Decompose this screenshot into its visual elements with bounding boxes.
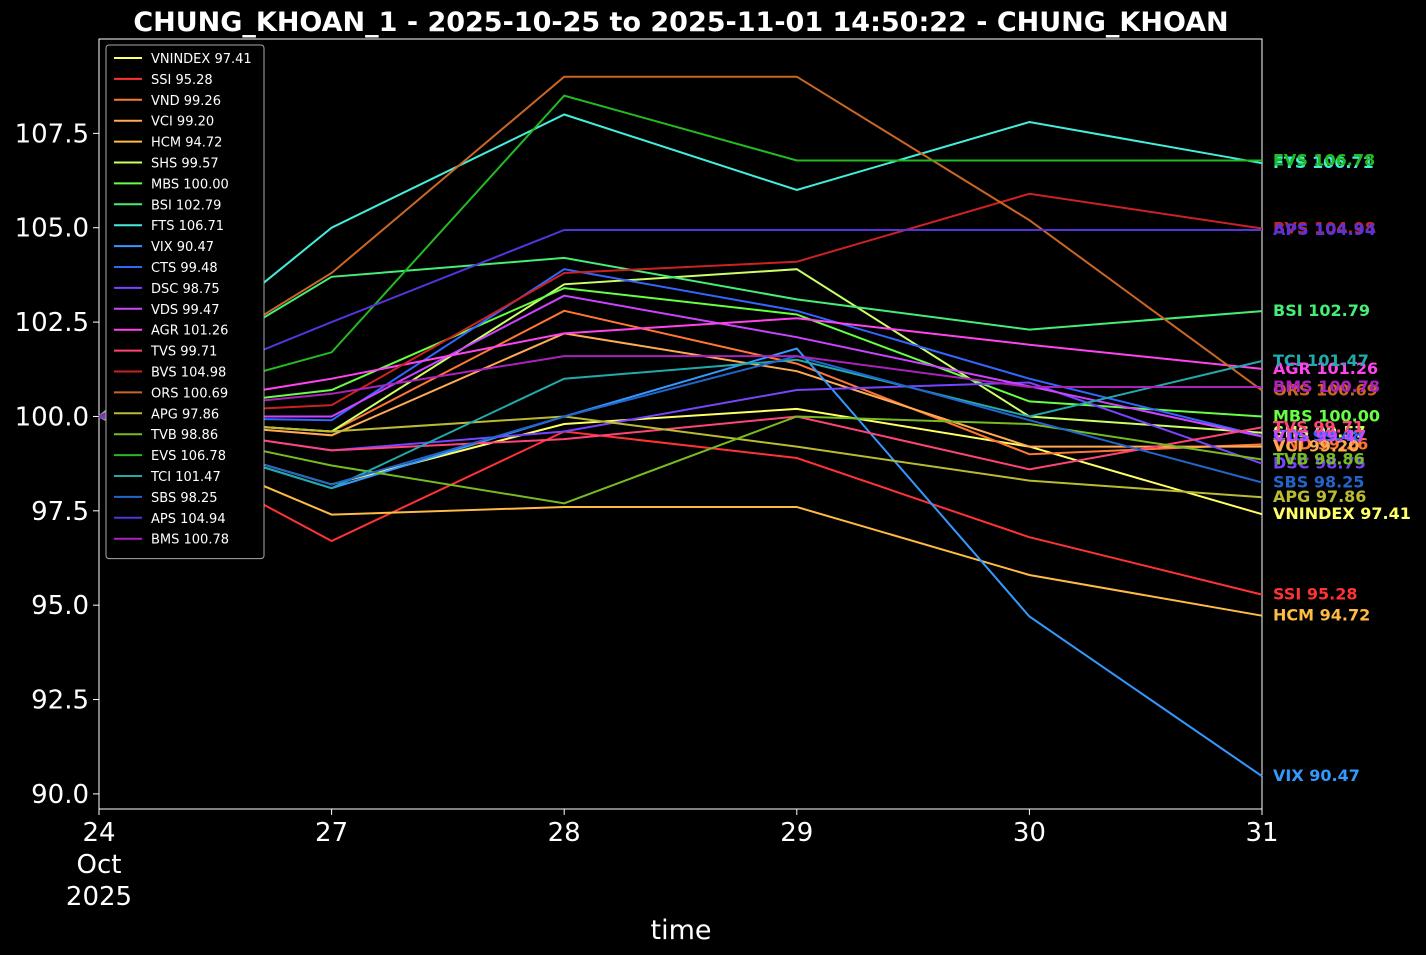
x-tick-label: 29 <box>780 818 813 848</box>
x-axis-label: time <box>650 915 711 946</box>
series-line <box>98 287 1263 418</box>
y-tick-label: 95.0 <box>31 591 89 621</box>
series-end-label: VDS 99.47 <box>1273 426 1366 445</box>
series-line <box>98 229 1262 418</box>
x-tick-label: 31 <box>1245 818 1278 848</box>
series-end-label: APG 97.86 <box>1273 487 1366 506</box>
legend-entry: BMS 100.78 <box>151 533 229 548</box>
series-end-label: MBS 100.00 <box>1273 406 1380 425</box>
series-end-label: BVS 104.98 <box>1273 218 1376 237</box>
y-axis: 90.0 92.5 95.0 97.5 100.0 102.5 105.0 107.5 <box>15 119 99 810</box>
legend-entry: APS 104.94 <box>151 512 226 527</box>
series-line <box>98 317 1263 418</box>
series-end-label: BSI 102.79 <box>1273 301 1370 320</box>
legend-entry: AGR 101.26 <box>151 324 228 339</box>
legend-entry: TVB 98.86 <box>150 428 218 443</box>
legend-entry: SHS 99.57 <box>151 157 219 172</box>
series-end-label: DSC 98.75 <box>1273 454 1366 473</box>
series-line <box>98 113 1263 418</box>
series-end-label: HCM 94.72 <box>1273 606 1370 625</box>
y-tick-label: 92.5 <box>31 686 89 716</box>
legend-box <box>105 44 265 560</box>
legend-entry: APG 97.86 <box>151 407 219 422</box>
legend-entry: SSI 95.28 <box>151 73 213 88</box>
series-end-label: CTS 99.48 <box>1273 426 1363 445</box>
series-end-label: TCI 101.47 <box>1273 351 1369 370</box>
series-end-label: VIX 90.47 <box>1273 766 1360 785</box>
series-line <box>98 94 1262 418</box>
legend-entry: ORS 100.69 <box>151 386 228 401</box>
y-tick-label: 100.0 <box>15 402 89 432</box>
legend-entry: BVS 104.98 <box>151 366 226 381</box>
series-line <box>99 294 1263 438</box>
series-end-label: VNINDEX 97.41 <box>1273 504 1411 523</box>
series-end-label: EVS 106.78 <box>1273 151 1375 170</box>
series-end-label: SSI 95.28 <box>1273 585 1357 604</box>
x-tick-label: 28 <box>548 818 581 848</box>
series-end-label: ORS 100.69 <box>1273 380 1378 399</box>
series-end-label: TVB 98.86 <box>1273 449 1365 468</box>
series-line <box>98 268 1263 438</box>
series-line <box>98 415 1263 617</box>
series-end-label: VCI 99.20 <box>1273 437 1359 456</box>
series-line <box>98 415 1263 499</box>
legend: VNINDEX 97.41 SSI 95.28 VND 99.26 VCI 99.20… <box>105 44 265 560</box>
legend-entry: BSI 102.79 <box>151 198 221 213</box>
series-end-label: SHS 99.57 <box>1273 423 1366 442</box>
series-end-label: AGR 101.26 <box>1273 359 1378 378</box>
series-line <box>98 256 1263 418</box>
legend-entry: CTS 99.48 <box>151 261 218 276</box>
series-line <box>98 355 1262 418</box>
series-end-label: TVS 99.71 <box>1273 417 1364 436</box>
plot-frame <box>98 38 1263 810</box>
plot-area <box>98 38 1263 810</box>
x-axis: 24 Oct 2025 27 28 29 30 31 <box>66 809 1279 912</box>
y-tick-label: 90.0 <box>31 780 89 810</box>
series-line <box>98 415 1263 471</box>
series-lines <box>98 75 1263 778</box>
series-end-label: APS 104.94 <box>1273 220 1376 239</box>
legend-entry: HCM 94.72 <box>151 136 222 151</box>
legend-entry: VCI 99.20 <box>151 115 214 130</box>
series-line <box>98 415 1263 596</box>
legend-entry: SBS 98.25 <box>151 491 218 506</box>
series-line <box>98 358 1263 490</box>
legend-entry: FTS 106.71 <box>151 219 224 234</box>
legend-entry: EVS 106.78 <box>151 449 226 464</box>
series-line <box>98 332 1262 448</box>
series-end-label: FTS 106.71 <box>1273 153 1374 172</box>
y-tick-label: 97.5 <box>31 497 89 527</box>
series-line <box>98 192 1263 418</box>
x-tick-label: 24 Oct 2025 <box>66 818 132 912</box>
legend-entry: MBS 100.00 <box>151 177 229 192</box>
legend-entry: VDS 99.47 <box>151 303 220 318</box>
x-tick-label: 30 <box>1013 818 1046 848</box>
legend-entry: VIX 90.47 <box>151 240 214 255</box>
y-tick-label: 107.5 <box>15 119 89 149</box>
legend-entry: TVS 99.71 <box>150 345 217 360</box>
series-line <box>98 75 1263 418</box>
chart-title: CHUNG_KHOAN_1 - 2025-10-25 to 2025-11-01… <box>133 7 1228 38</box>
legend-entry: VND 99.26 <box>151 94 221 109</box>
x-tick-label: 27 <box>315 818 348 848</box>
y-tick-label: 102.5 <box>15 308 89 338</box>
legend-entry: VNINDEX 97.41 <box>151 52 252 67</box>
series-end-label: SBS 98.25 <box>1273 473 1364 492</box>
series-end-label: BMS 100.78 <box>1273 377 1380 396</box>
legend-entry: TCI 101.47 <box>150 470 221 485</box>
series-end-label: VND 99.26 <box>1273 434 1368 453</box>
legend-entry: DSC 98.75 <box>151 282 220 297</box>
series-line <box>98 355 1263 486</box>
y-tick-label: 105.0 <box>15 214 89 244</box>
